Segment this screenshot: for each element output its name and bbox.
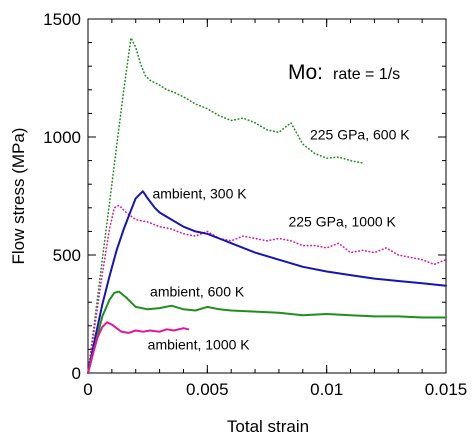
x-axis-title: Total strain: [227, 417, 309, 436]
series-layer: [87, 37, 447, 374]
axis-ticks: 0 0.005 0.01 0.015 0 500 1000 1500: [43, 10, 467, 399]
series-annotation: ambient, 600 K: [150, 283, 245, 299]
annotation-layer: 225 GPa, 600 K ambient, 300 K 225 GPa, 100…: [148, 126, 411, 352]
x-tick-label: 0.015: [425, 380, 468, 399]
series-line: [87, 321, 190, 374]
x-tick-label: 0: [83, 380, 92, 399]
y-axis-title: Flow stress (MPa): [9, 128, 28, 265]
y-tick-label: 0: [72, 364, 81, 383]
y-tick-label: 500: [53, 246, 81, 265]
chart-title-main: Mo:: [288, 61, 323, 84]
series-annotation: ambient, 1000 K: [148, 336, 251, 352]
series-annotation: ambient, 300 K: [152, 185, 247, 201]
series-annotation: 225 GPa, 600 K: [310, 126, 410, 142]
series-line: [87, 204, 447, 374]
x-tick-label: 0.01: [310, 380, 343, 399]
series-line: [87, 37, 364, 374]
chart-title: Mo: rate = 1/s: [288, 61, 400, 84]
y-tick-label: 1500: [43, 10, 81, 29]
x-tick-label: 0.005: [186, 380, 229, 399]
series-annotation: 225 GPa, 1000 K: [288, 214, 396, 230]
y-tick-label: 1000: [43, 128, 81, 147]
plot-frame: [87, 18, 447, 374]
chart-title-sub: rate = 1/s: [333, 66, 400, 83]
series-line: [87, 290, 447, 374]
series-line: [87, 190, 447, 374]
